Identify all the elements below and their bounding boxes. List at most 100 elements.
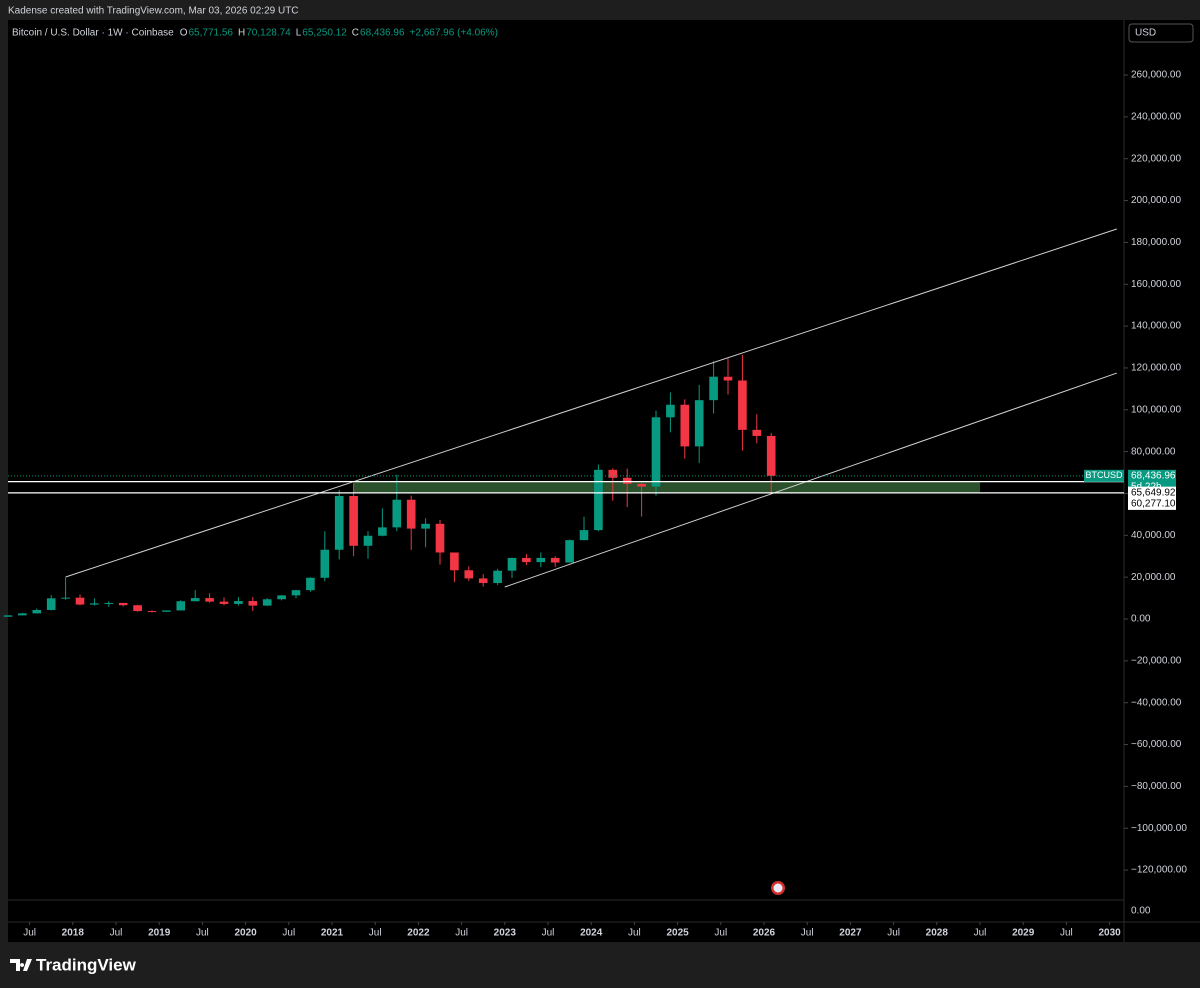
candle-body: [392, 499, 402, 528]
legend-change: +2,667.96 (+4.06%): [410, 28, 498, 39]
candle-body: [32, 610, 42, 614]
candle-body: [118, 602, 128, 606]
candle-body: [320, 549, 330, 578]
x-tick-label: Jul: [1060, 928, 1073, 939]
y-tick-label: −100,000.00: [1131, 823, 1187, 834]
candle-body: [3, 615, 13, 617]
candle-body: [594, 469, 603, 531]
candle-body: [18, 613, 27, 616]
candle-body: [334, 495, 344, 550]
candle-body: [464, 570, 474, 579]
candle-body: [147, 611, 157, 613]
x-tick-label: Jul: [282, 928, 295, 939]
y-tick-label: 260,000.00: [1131, 70, 1181, 81]
y-tick-label: −80,000.00: [1131, 781, 1182, 792]
y-tick-label: −20,000.00: [1131, 655, 1182, 666]
candle-body: [104, 602, 114, 604]
candle-body: [493, 570, 502, 584]
candle-body: [90, 603, 99, 605]
y-tick-label: 100,000.00: [1131, 404, 1181, 415]
y-tick-label: −40,000.00: [1131, 697, 1182, 708]
x-tick-label: 2020: [234, 928, 257, 939]
legend-symbol: Bitcoin / U.S. Dollar · 1W · Coinbase: [12, 28, 174, 39]
trendline: [65, 228, 1117, 578]
candle-body: [234, 601, 243, 604]
y-tick-label: −60,000.00: [1131, 739, 1182, 750]
legend-value: 65,771.56: [189, 28, 234, 39]
y-tick-label: 140,000.00: [1131, 321, 1181, 332]
y-tick-label: 240,000.00: [1131, 112, 1181, 123]
candle-body: [277, 595, 286, 600]
candle-body: [478, 578, 488, 584]
candle-body: [262, 599, 272, 606]
candle-body: [709, 376, 718, 401]
candle-body: [248, 601, 258, 606]
legend-key: O: [180, 28, 188, 39]
candle-body: [550, 557, 560, 563]
symbol-tag: [1084, 469, 1124, 482]
footer-logo-icon: [10, 959, 32, 971]
candle-body: [291, 590, 301, 596]
x-tick-label: Jul: [542, 928, 555, 939]
lower-pane-tick-label: 0.00: [1131, 906, 1151, 917]
candle-body: [162, 610, 171, 612]
currency-label[interactable]: USD: [1135, 28, 1156, 39]
symbol-tag-label: BTCUSD: [1085, 470, 1123, 480]
y-tick-label: 20,000.00: [1131, 572, 1176, 583]
candle-body: [306, 577, 315, 591]
y-tick-label: 80,000.00: [1131, 446, 1176, 457]
candle-body: [608, 469, 618, 478]
x-tick-label: 2018: [62, 928, 85, 939]
chart-background: [8, 20, 1200, 942]
x-tick-label: 2019: [148, 928, 171, 939]
candle-body: [752, 429, 762, 436]
candle-body: [694, 400, 704, 447]
x-tick-label: Jul: [455, 928, 468, 939]
candle-body: [738, 380, 747, 430]
legend: Bitcoin / U.S. Dollar · 1W · Coinbase O 65…: [12, 28, 498, 39]
x-tick-label: Jul: [887, 928, 900, 939]
x-tick-label: Jul: [369, 928, 382, 939]
candle-body: [536, 557, 546, 563]
x-tick-label: Jul: [196, 928, 209, 939]
zone: [353, 481, 981, 493]
y-tick-label: 180,000.00: [1131, 237, 1181, 248]
x-tick-label: 2030: [1098, 928, 1121, 939]
x-tick-label: 2028: [926, 928, 949, 939]
candle-body: [651, 417, 661, 487]
candle-body: [133, 605, 142, 612]
level-tag: [1128, 486, 1176, 499]
candle-body: [565, 540, 574, 563]
y-tick-label: 120,000.00: [1131, 363, 1181, 374]
level-tag: [1128, 497, 1176, 510]
candle-body: [75, 597, 85, 605]
candle-body: [637, 483, 646, 487]
legend-key: C: [352, 28, 359, 39]
x-tick-label: 2029: [1012, 928, 1035, 939]
x-tick-label: 2024: [580, 928, 603, 939]
currency-button[interactable]: [1128, 23, 1194, 43]
candle-body: [378, 527, 387, 536]
legend-key: H: [238, 28, 245, 39]
x-tick-label: Jul: [23, 928, 36, 939]
x-tick-label: 2022: [407, 928, 430, 939]
x-tick-label: Jul: [801, 928, 814, 939]
level-label: 60,277.10: [1131, 499, 1176, 510]
candle-body: [219, 601, 229, 604]
candle-body: [622, 477, 632, 484]
legend-key: L: [296, 28, 302, 39]
y-tick-label: 0.00: [1131, 614, 1151, 625]
candle-body: [46, 598, 56, 611]
y-tick-label: 220,000.00: [1131, 153, 1181, 164]
candle-body: [579, 530, 589, 541]
event-icon-flag: [773, 883, 783, 893]
legend-value: 70,128.74: [246, 28, 291, 39]
trendline: [504, 372, 1117, 588]
candle-body: [363, 535, 373, 546]
level-label: 65,649.92: [1131, 487, 1176, 498]
candle-body: [507, 557, 517, 571]
x-tick-label: Jul: [974, 928, 987, 939]
y-tick-label: 160,000.00: [1131, 279, 1181, 290]
